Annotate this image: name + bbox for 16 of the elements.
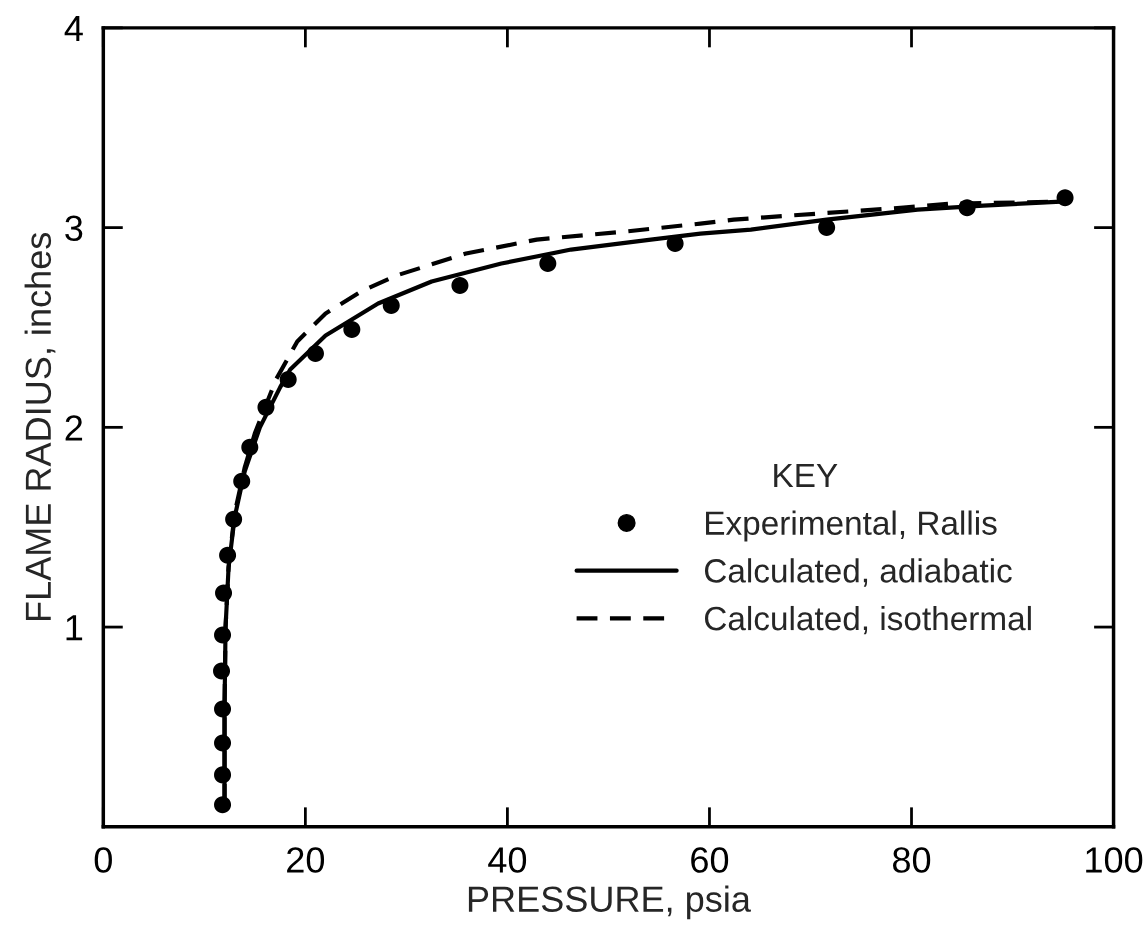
- x-tick-label: 60: [691, 847, 729, 873]
- legend-label: Calculated, adiabatic: [704, 558, 1012, 587]
- legend-label: Experimental, Rallis: [706, 510, 997, 542]
- legend-label: Calculated, isothermal: [704, 605, 1031, 635]
- x-tick-label: 100: [1086, 847, 1143, 873]
- x-tick-label: 80: [893, 847, 931, 873]
- y-tick-label: 3: [65, 215, 83, 242]
- x-axis-title: PRESSURE, psia: [468, 885, 751, 920]
- x-tick-label: 20: [287, 847, 325, 873]
- y-axis-title: FLAME RADIUS, inches: [24, 232, 56, 621]
- legend-title: KEY: [774, 463, 838, 487]
- y-tick-label: 2: [65, 415, 83, 441]
- x-tick-label: 40: [488, 847, 527, 873]
- x-tick-label: 0: [94, 847, 112, 873]
- y-tick-label: 4: [64, 16, 83, 41]
- y-tick-label: 1: [66, 615, 83, 641]
